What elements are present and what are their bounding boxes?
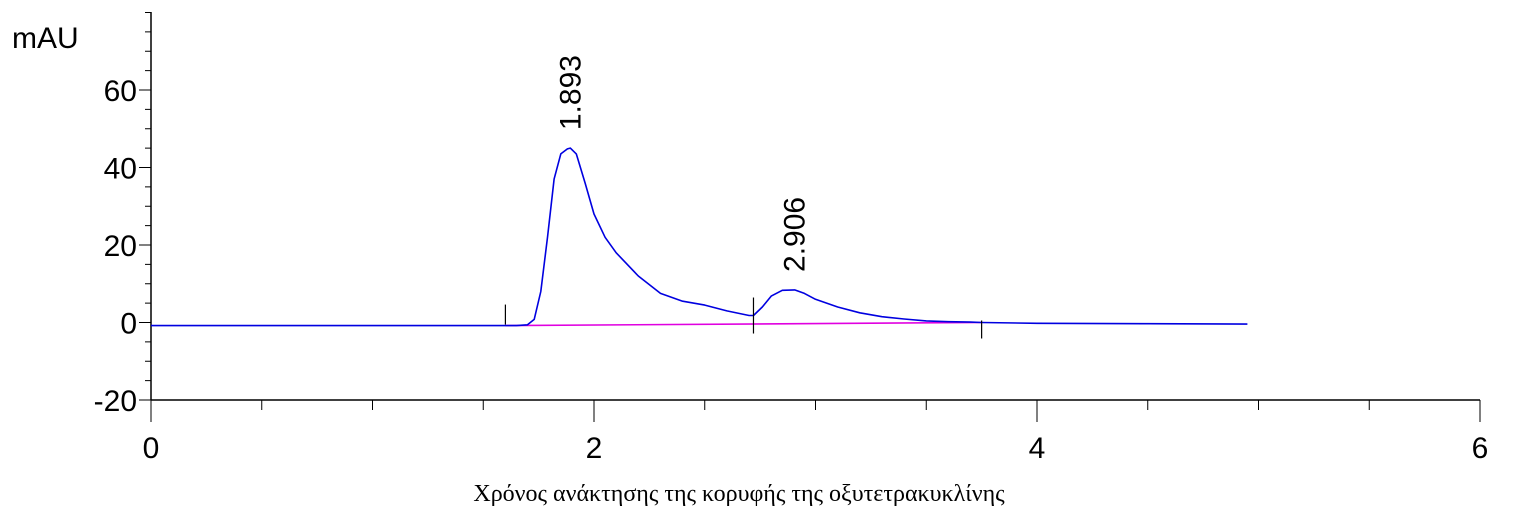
y-tick-label: -20 [94,385,137,418]
y-tick-label: 20 [104,230,137,263]
x-tick-label: 2 [586,432,603,465]
x-tick-label: 6 [1472,432,1489,465]
signal-group [151,147,1248,327]
y-axis-unit-label: mAU [12,22,79,55]
y-tick-label: 0 [120,308,137,341]
peak-label: 1.893 [554,55,587,130]
integration-marks [504,297,983,339]
signal-line [151,147,1248,327]
y-tick-label: 40 [104,153,137,186]
integration-baseline [505,321,982,327]
y-tick-label: 60 [104,75,137,108]
x-axis-label: Χρόνος ανάκτησης της κορυφής της οξυτετρ… [473,481,1005,506]
labels-group: 1.893 2.906 [554,55,811,272]
baseline-group [505,321,982,327]
peak-label: 2.906 [779,197,812,272]
x-tick-label: 0 [143,432,160,465]
x-tick-label: 4 [1029,432,1046,465]
